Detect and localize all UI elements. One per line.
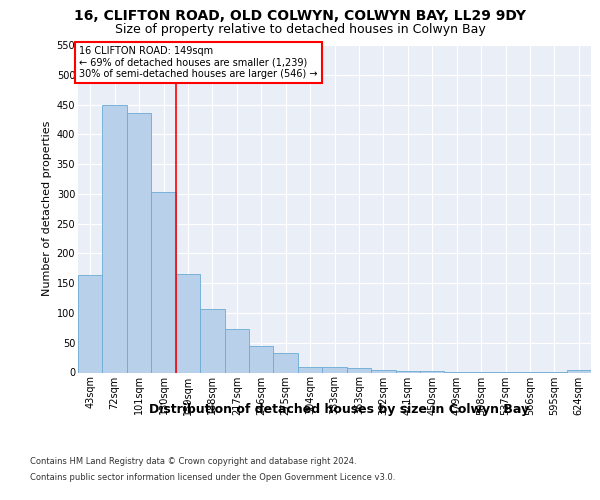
Text: Contains HM Land Registry data © Crown copyright and database right 2024.: Contains HM Land Registry data © Crown c… — [30, 458, 356, 466]
Y-axis label: Number of detached properties: Number of detached properties — [43, 121, 52, 296]
Bar — [127, 114, 151, 372]
Text: Size of property relative to detached houses in Colwyn Bay: Size of property relative to detached ho… — [115, 22, 485, 36]
Bar — [200, 310, 224, 372]
Bar — [176, 274, 200, 372]
Bar — [78, 276, 103, 372]
Bar — [566, 370, 591, 372]
Text: Contains public sector information licensed under the Open Government Licence v3: Contains public sector information licen… — [30, 472, 395, 482]
Bar — [224, 329, 249, 372]
Bar — [395, 370, 420, 372]
Bar — [249, 346, 274, 372]
Bar — [103, 104, 127, 372]
Bar — [371, 370, 395, 372]
Bar — [274, 354, 298, 372]
Bar — [151, 192, 176, 372]
Bar — [298, 366, 322, 372]
Text: 16, CLIFTON ROAD, OLD COLWYN, COLWYN BAY, LL29 9DY: 16, CLIFTON ROAD, OLD COLWYN, COLWYN BAY… — [74, 9, 526, 23]
Text: Distribution of detached houses by size in Colwyn Bay: Distribution of detached houses by size … — [149, 402, 529, 415]
Text: 16 CLIFTON ROAD: 149sqm
← 69% of detached houses are smaller (1,239)
30% of semi: 16 CLIFTON ROAD: 149sqm ← 69% of detache… — [79, 46, 318, 80]
Bar — [322, 366, 347, 372]
Bar — [347, 368, 371, 372]
